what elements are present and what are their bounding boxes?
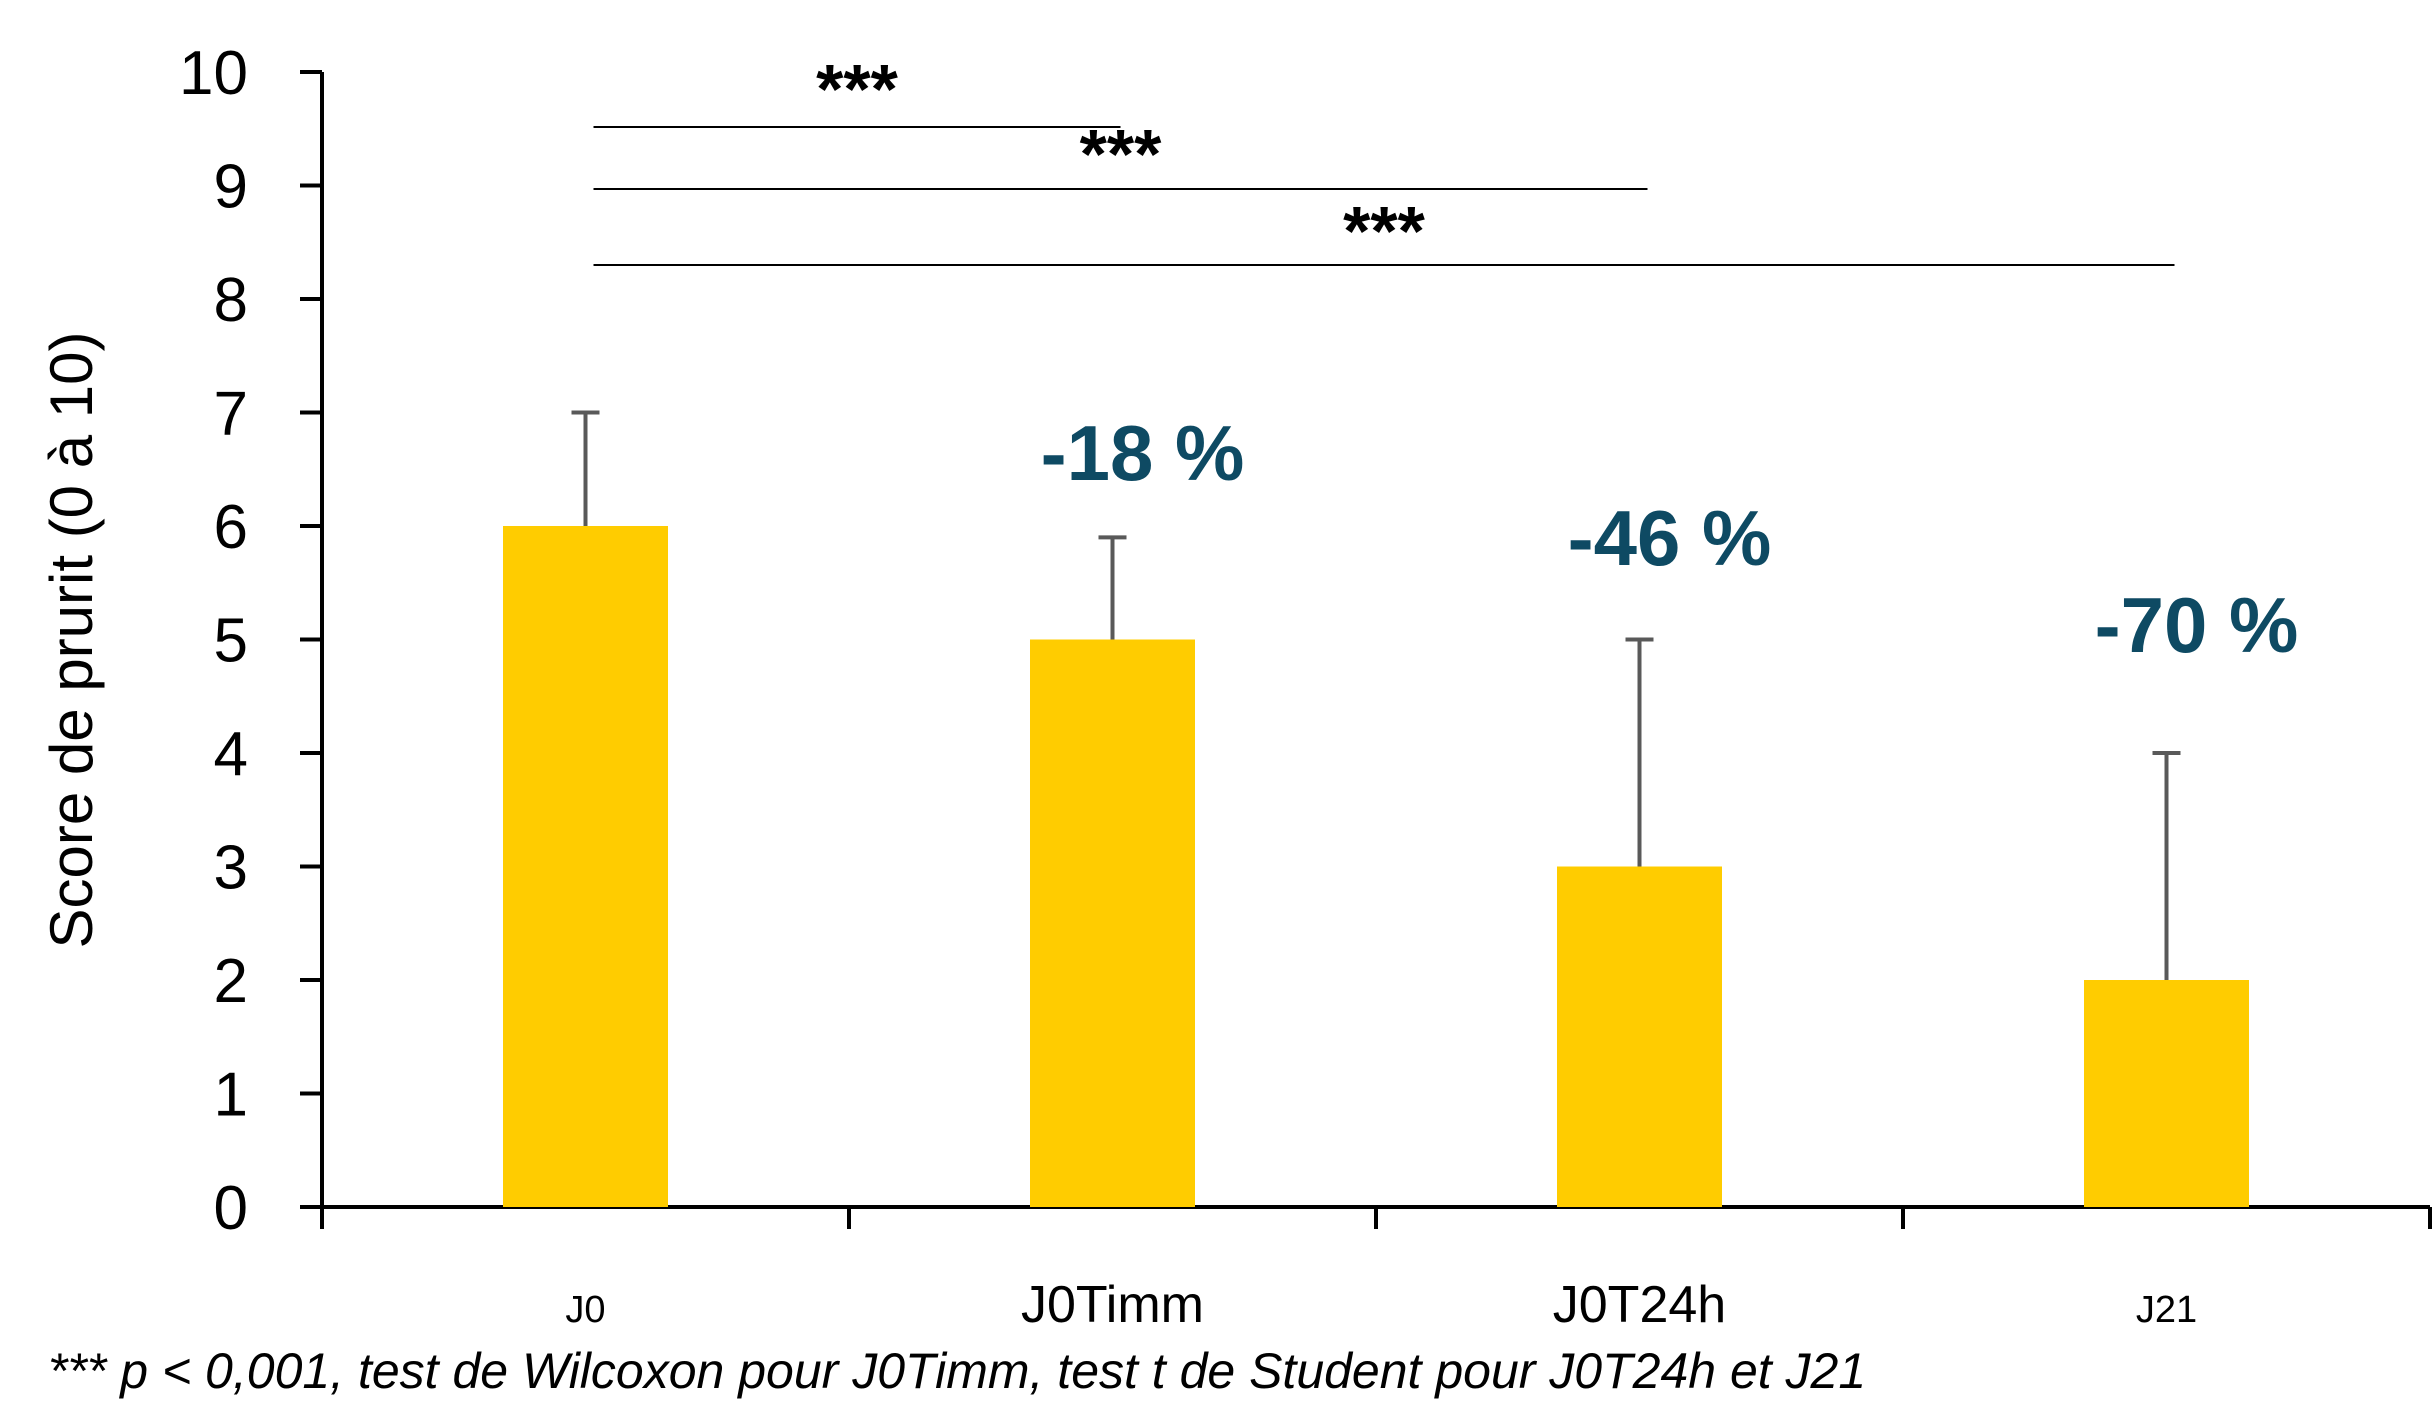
y-tick-label: 3 xyxy=(214,834,248,903)
x-tick-label: J21 xyxy=(2136,1289,2197,1331)
y-tick-label: 10 xyxy=(179,39,248,108)
y-tick-label: 0 xyxy=(214,1174,248,1243)
x-tick-label: J0T24h xyxy=(1553,1276,1726,1334)
y-axis-title: Score de prurit (0 à 10) xyxy=(38,332,105,949)
bar xyxy=(503,526,668,1207)
y-tick-label: 2 xyxy=(214,947,248,1016)
significance-label: *** xyxy=(1343,192,1425,270)
data-label: -18 % xyxy=(1041,409,1245,497)
data-label: -46 % xyxy=(1568,494,1772,582)
y-tick-label: 4 xyxy=(214,720,248,789)
bar xyxy=(2084,980,2249,1207)
x-tick-label: J0Timm xyxy=(1021,1276,1204,1334)
bar xyxy=(1030,639,1195,1207)
significance-label: *** xyxy=(816,50,898,128)
significance-label: *** xyxy=(1080,115,1162,193)
y-tick-label: 1 xyxy=(214,1061,248,1130)
bar xyxy=(1557,866,1722,1207)
y-tick-label: 8 xyxy=(214,266,248,335)
y-tick-label: 7 xyxy=(214,380,248,449)
footnote: *** p < 0,001, test de Wilcoxon pour J0T… xyxy=(48,1343,1867,1399)
y-tick-label: 9 xyxy=(214,153,248,222)
x-tick-label: J0 xyxy=(565,1289,605,1331)
data-label: -70 % xyxy=(2095,581,2299,669)
y-tick-label: 6 xyxy=(214,493,248,562)
y-tick-label: 5 xyxy=(214,607,248,676)
